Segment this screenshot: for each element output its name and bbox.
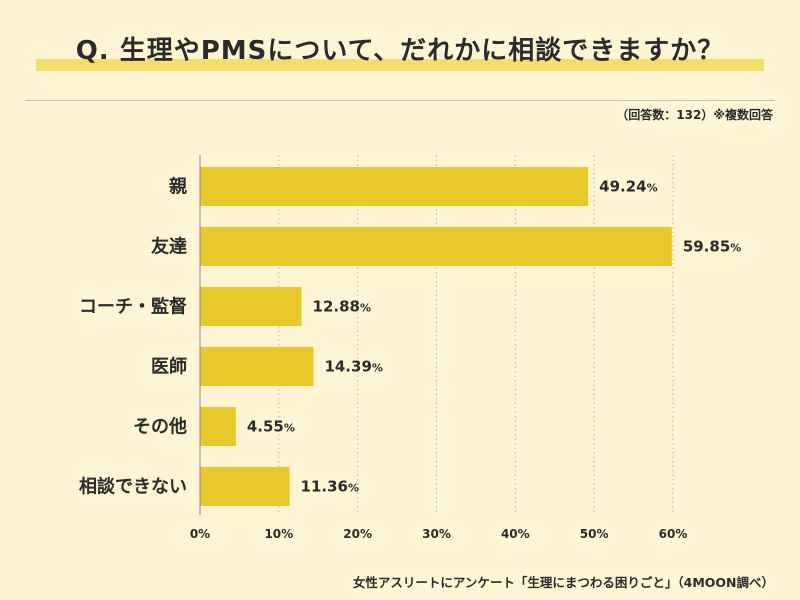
value-label: 14.39% [324,358,382,376]
category-label: コーチ・監督 [79,296,187,318]
bars: 49.24% 59.85% 12.88% 14.39% 4.55% 11.36% [200,167,741,506]
source-note: 女性アスリートにアンケート「生理にまつわる困りごと」（4MOON調べ） [352,575,774,590]
bar [200,347,314,386]
x-tick-label: 50% [580,527,609,541]
page-title: Q. 生理やPMSについて、だれかに相談できますか？ [75,36,725,66]
header-divider [25,100,775,101]
x-tick-label: 20% [343,527,372,541]
category-label: その他 [133,416,187,438]
value-label: 59.85% [683,238,741,256]
x-tick-label: 40% [501,527,530,541]
category-label: 親 [169,176,187,198]
category-label: 友達 [151,236,187,258]
title-area: Q. 生理やPMSについて、だれかに相談できますか？ [0,22,800,82]
bar [200,167,589,206]
gridlines [278,155,674,515]
x-tick-label: 30% [422,527,451,541]
value-label: 12.88% [313,298,371,316]
value-label: 4.55% [247,418,295,436]
bar [200,407,236,446]
response-count-note: （回答数：132）※複数回答 [616,108,773,122]
value-label: 11.36% [301,478,359,496]
bar [200,467,290,506]
x-tick-label: 0% [190,527,210,541]
category-label: 相談できない [79,476,187,498]
x-tick-label: 60% [659,527,688,541]
bar [200,287,302,326]
title-highlight [36,59,764,71]
x-tick-label: 10% [264,527,293,541]
bar [200,227,672,266]
category-label: 医師 [151,356,187,378]
value-label: 49.24% [599,178,657,196]
